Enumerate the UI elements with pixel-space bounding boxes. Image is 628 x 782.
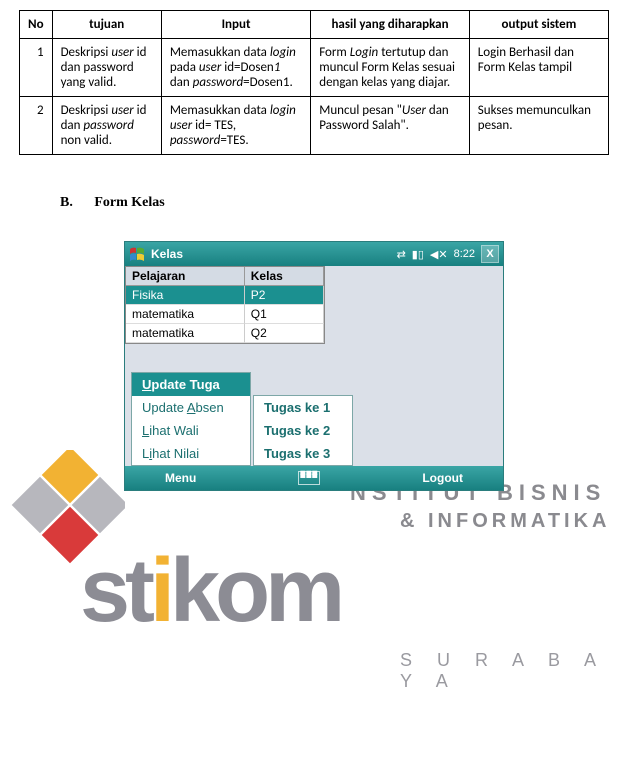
th-no: No bbox=[20, 11, 53, 39]
cell-pelajaran: matematika bbox=[126, 324, 245, 343]
test-case-table: No tujuan Input hasil yang diharapkan ou… bbox=[19, 10, 609, 155]
context-submenu: Tugas ke 1 Tugas ke 2 Tugas ke 3 bbox=[253, 395, 353, 466]
table-row: 2 Deskripsi user id dan password non val… bbox=[20, 97, 609, 155]
cell-hasil: Muncul pesan "User dan Password Salah". bbox=[311, 97, 470, 155]
kelas-window: Kelas ⇄ ▮▯ ◀✕ 8:22 X Pelajaran Kelas Fis… bbox=[124, 241, 504, 491]
cell-kelas: Q2 bbox=[245, 324, 324, 343]
cell-hasil: Form Login tertutup dan muncul Form Kela… bbox=[311, 39, 470, 97]
status-icons: ⇄ ▮▯ ◀✕ 8:22 X bbox=[397, 245, 499, 263]
menu-item-update-tugas[interactable]: Update Tuga bbox=[132, 373, 250, 396]
grid-row[interactable]: matematika Q1 bbox=[126, 305, 324, 324]
section-title: Form Kelas bbox=[94, 195, 164, 210]
title-bar: Kelas ⇄ ▮▯ ◀✕ 8:22 X bbox=[125, 242, 503, 266]
keyboard-icon[interactable]: ▀▀▀▀▀▀ bbox=[298, 471, 320, 485]
table-row: 1 Deskripsi user id dan password yang va… bbox=[20, 39, 609, 97]
grid-row[interactable]: matematika Q2 bbox=[126, 324, 324, 343]
grid-header-pelajaran[interactable]: Pelajaran bbox=[126, 267, 245, 285]
window-title: Kelas bbox=[151, 247, 397, 261]
section-heading: B. Form Kelas bbox=[60, 195, 628, 211]
cell-tujuan: Deskripsi user id dan password non valid… bbox=[52, 97, 161, 155]
grid-header-kelas[interactable]: Kelas bbox=[245, 267, 324, 285]
cell-output: Sukses memunculkan pesan. bbox=[469, 97, 608, 155]
submenu-item[interactable]: Tugas ke 2 bbox=[254, 419, 352, 442]
th-tujuan: tujuan bbox=[52, 11, 161, 39]
speaker-icon: ◀✕ bbox=[430, 248, 448, 261]
kelas-grid[interactable]: Pelajaran Kelas Fisika P2 matematika Q1 … bbox=[125, 266, 325, 344]
window-body: Pelajaran Kelas Fisika P2 matematika Q1 … bbox=[125, 266, 503, 466]
clock-text: 8:22 bbox=[454, 248, 475, 260]
close-button[interactable]: X bbox=[481, 245, 499, 263]
submenu-item[interactable]: Tugas ke 3 bbox=[254, 442, 352, 465]
cell-pelajaran: Fisika bbox=[126, 286, 245, 305]
grid-row[interactable]: Fisika P2 bbox=[126, 286, 324, 305]
menu-item-lihat-wali[interactable]: Lihat Wali bbox=[132, 419, 250, 442]
grid-header: Pelajaran Kelas bbox=[126, 267, 324, 286]
windows-start-icon[interactable] bbox=[129, 246, 145, 262]
table-header-row: No tujuan Input hasil yang diharapkan ou… bbox=[20, 11, 609, 39]
submenu-item[interactable]: Tugas ke 1 bbox=[254, 396, 352, 419]
cell-input: Memasukkan data login user id= TES, pass… bbox=[161, 97, 310, 155]
cell-kelas: P2 bbox=[245, 286, 324, 305]
watermark-line2: & INFORMATIKA bbox=[400, 510, 611, 533]
cell-no: 1 bbox=[20, 39, 53, 97]
menu-item-update-absen[interactable]: Update Absen bbox=[132, 396, 250, 419]
cell-input: Memasukkan data login pada user id=Dosen… bbox=[161, 39, 310, 97]
softkey-menu[interactable]: Menu bbox=[165, 471, 196, 485]
th-input: Input bbox=[161, 11, 310, 39]
th-output: output sistem bbox=[469, 11, 608, 39]
connectivity-icon: ⇄ bbox=[397, 248, 406, 261]
context-menu: Update Tuga Update Absen Lihat Wali Liha… bbox=[131, 372, 251, 466]
cell-tujuan: Deskripsi user id dan password yang vali… bbox=[52, 39, 161, 97]
watermark-brand: stikom bbox=[80, 540, 340, 643]
diamond-logo-icon bbox=[5, 450, 125, 570]
cell-pelajaran: matematika bbox=[126, 305, 245, 324]
th-hasil: hasil yang diharapkan bbox=[311, 11, 470, 39]
cell-output: Login Berhasil dan Form Kelas tampil bbox=[469, 39, 608, 97]
section-label: B. bbox=[60, 195, 73, 210]
cell-no: 2 bbox=[20, 97, 53, 155]
cell-kelas: Q1 bbox=[245, 305, 324, 324]
watermark-city: S U R A B A Y A bbox=[400, 650, 628, 692]
soft-key-bar: Menu ▀▀▀▀▀▀ Logout bbox=[125, 466, 503, 490]
softkey-logout[interactable]: Logout bbox=[422, 471, 463, 485]
menu-item-lihat-nilai[interactable]: Lihat Nilai bbox=[132, 442, 250, 465]
signal-icon: ▮▯ bbox=[412, 248, 424, 261]
